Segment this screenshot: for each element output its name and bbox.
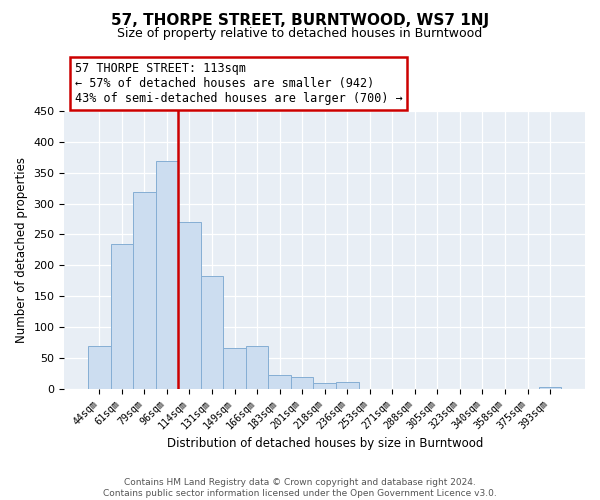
Bar <box>88 346 110 389</box>
Bar <box>539 388 562 389</box>
Text: 57, THORPE STREET, BURNTWOOD, WS7 1NJ: 57, THORPE STREET, BURNTWOOD, WS7 1NJ <box>111 12 489 28</box>
Bar <box>336 382 359 389</box>
Bar <box>110 244 133 389</box>
X-axis label: Distribution of detached houses by size in Burntwood: Distribution of detached houses by size … <box>167 437 483 450</box>
Bar <box>178 222 201 389</box>
Bar <box>313 383 336 389</box>
Bar <box>155 162 178 389</box>
Bar <box>133 192 155 389</box>
Bar <box>268 375 291 389</box>
Y-axis label: Number of detached properties: Number of detached properties <box>15 157 28 343</box>
Bar <box>291 378 313 389</box>
Bar <box>201 276 223 389</box>
Bar <box>246 346 268 389</box>
Bar <box>223 348 246 389</box>
Text: Size of property relative to detached houses in Burntwood: Size of property relative to detached ho… <box>118 28 482 40</box>
Text: 57 THORPE STREET: 113sqm
← 57% of detached houses are smaller (942)
43% of semi-: 57 THORPE STREET: 113sqm ← 57% of detach… <box>75 62 403 105</box>
Text: Contains HM Land Registry data © Crown copyright and database right 2024.
Contai: Contains HM Land Registry data © Crown c… <box>103 478 497 498</box>
